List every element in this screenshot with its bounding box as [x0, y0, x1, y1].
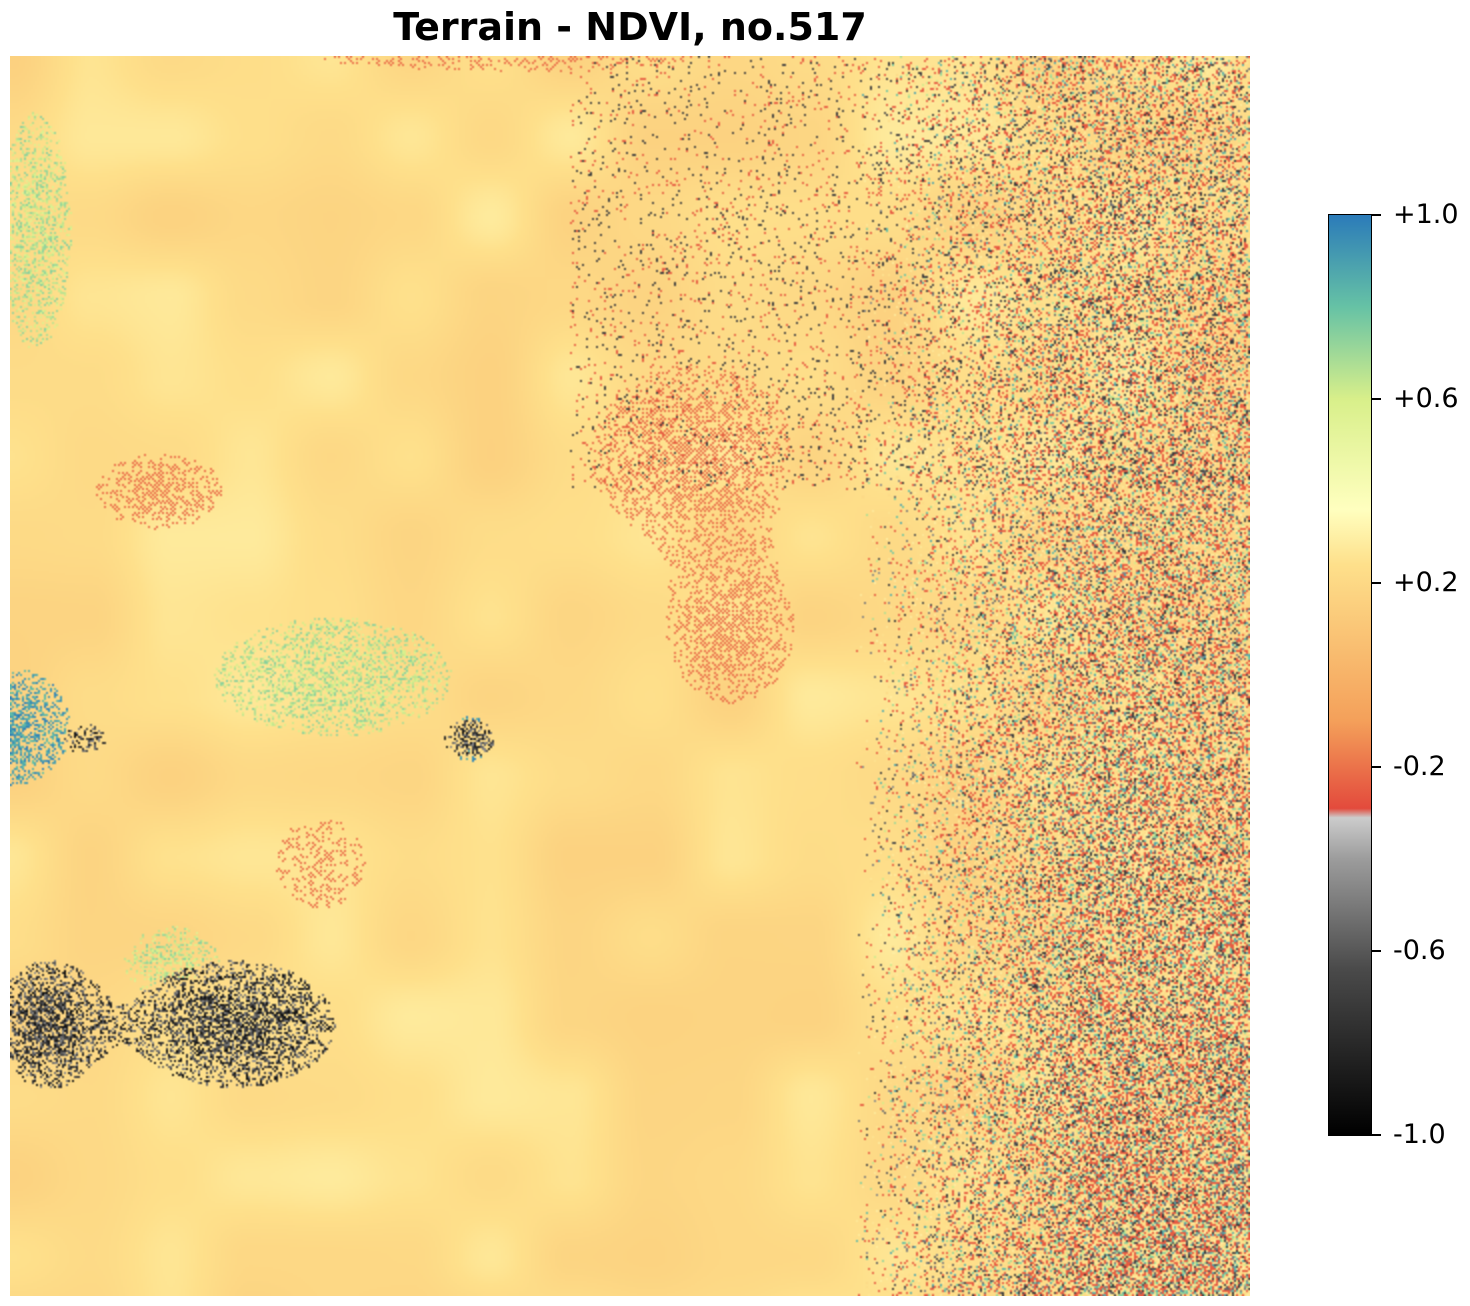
colorbar-tick-mark — [1372, 950, 1381, 952]
colorbar-tick-label: +0.6 — [1393, 384, 1459, 414]
colorbar-tick-label: -0.2 — [1393, 752, 1446, 782]
colorbar-tick-mark — [1372, 214, 1381, 216]
colorbar-tick-label: +0.2 — [1393, 568, 1459, 598]
colorbar-tick-label: -0.6 — [1393, 936, 1446, 966]
colorbar-tick-mark — [1372, 582, 1381, 584]
colorbar-tick-label: -1.0 — [1393, 1120, 1446, 1150]
colorbar — [1328, 214, 1372, 1136]
colorbar-tick-mark — [1372, 398, 1381, 400]
ndvi-raster-map — [10, 56, 1250, 1296]
colorbar-tick-mark — [1372, 1134, 1381, 1136]
map-title: Terrain - NDVI, no.517 — [10, 2, 1250, 52]
colorbar-tick-mark — [1372, 766, 1381, 768]
colorbar-tick-label: +1.0 — [1393, 200, 1459, 230]
